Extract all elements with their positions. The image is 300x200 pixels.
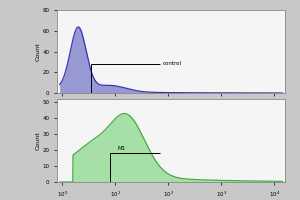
Y-axis label: Count: Count (36, 131, 41, 150)
Text: M1: M1 (118, 146, 126, 151)
Y-axis label: Count: Count (36, 42, 41, 61)
Text: control: control (163, 61, 182, 66)
